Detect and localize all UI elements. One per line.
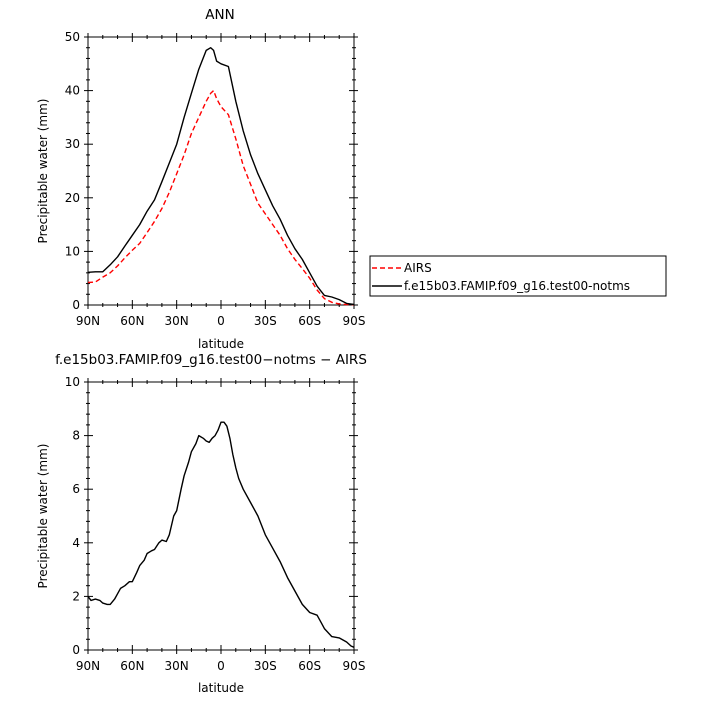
y-tick-label: 6 xyxy=(72,482,80,496)
x-tick-label: 30S xyxy=(254,659,277,673)
x-tick-label: 60N xyxy=(120,659,144,673)
x-tick-label: 90S xyxy=(343,314,366,328)
top-panel: ANN 0 10 20 30 40 50 90N 60N 30N 0 30S 60S 90S lati… xyxy=(36,7,365,351)
x-tick-label: 0 xyxy=(217,659,225,673)
bottom-chart-title: f.e15b03.FAMIP.f09_g16.test00−notms − AI… xyxy=(55,352,367,368)
legend-model-label: f.e15b03.FAMIP.f09_g16.test00-notms xyxy=(404,279,630,293)
bottom-y-axis-label: Precipitable water (mm) xyxy=(36,444,50,589)
y-tick-label: 10 xyxy=(65,375,80,389)
y-tick-label: 30 xyxy=(65,137,80,151)
y-tick-label: 0 xyxy=(72,643,80,657)
legend-box xyxy=(369,255,667,297)
y-tick-label: 8 xyxy=(72,429,80,443)
y-tick-label: 2 xyxy=(72,589,80,603)
y-tick-label: 10 xyxy=(65,244,80,258)
bottom-x-axis-label: latitude xyxy=(198,681,244,695)
top-plot-frame xyxy=(87,36,355,306)
legend-airs-label: AIRS xyxy=(404,261,432,275)
y-tick-label: 20 xyxy=(65,191,80,205)
x-tick-label: 90S xyxy=(343,659,366,673)
top-y-axis-label: Precipitable water (mm) xyxy=(36,99,50,244)
y-tick-label: 0 xyxy=(72,298,80,312)
bottom-panel: f.e15b03.FAMIP.f09_g16.test00−notms − AI… xyxy=(36,352,367,695)
x-tick-label: 60S xyxy=(298,314,321,328)
x-tick-label: 90N xyxy=(76,314,100,328)
x-tick-label: 30N xyxy=(165,314,189,328)
series-line-1 xyxy=(87,47,355,306)
x-tick-label: 0 xyxy=(217,314,225,328)
y-tick-label: 50 xyxy=(65,30,80,44)
series-line-0 xyxy=(87,89,355,306)
y-tick-label: 40 xyxy=(65,84,80,98)
x-tick-label: 60S xyxy=(298,659,321,673)
y-tick-label: 4 xyxy=(72,536,80,550)
series-line-0 xyxy=(87,421,355,648)
top-chart-title: ANN xyxy=(205,7,234,23)
x-tick-label: 30S xyxy=(254,314,277,328)
top-x-axis-label: latitude xyxy=(198,337,244,351)
x-tick-label: 90N xyxy=(76,659,100,673)
x-tick-label: 60N xyxy=(120,314,144,328)
x-tick-label: 30N xyxy=(165,659,189,673)
legend: AIRS f.e15b03.FAMIP.f09_g16.test00-notms xyxy=(369,255,667,297)
